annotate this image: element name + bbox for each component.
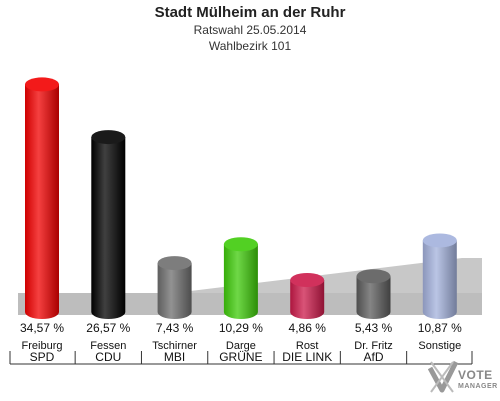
value-label: 34,57 % [20,321,64,335]
vote-manager-check-icon [427,360,459,393]
party-label: AfD [363,350,383,364]
vote-manager-logo [427,360,498,396]
bar-gr-ne [223,244,258,319]
candidate-label: Darge [226,340,256,352]
bar-sonstige [422,240,457,319]
logo-text-vote: VOTE [458,368,493,382]
party-label: MBI [164,350,185,364]
value-label: 7,43 % [156,321,194,335]
candidate-label: Rost [296,340,319,352]
chart-subtitle-district: Wahlbezirk 101 [208,39,292,53]
chart-header: Stadt Mülheim an der Ruhr Ratswahl 25.05… [0,4,500,54]
bar-mbi [157,263,192,319]
value-label: 10,87 % [418,321,462,335]
party-label: GRÜNE [219,350,262,364]
value-label: 26,57 % [86,321,130,335]
bar-top-0 [25,77,59,92]
candidate-label: Dr. Fritz [354,340,393,352]
value-label: 10,29 % [219,321,263,335]
party-label: DIE LINK [282,350,332,364]
logo-text-manager: MANAGER [458,383,498,390]
bar-afd [356,276,391,319]
value-label: 4,86 % [289,321,327,335]
candidate-label: Fessen [90,340,126,352]
candidate-label: Tschirner [152,340,197,352]
party-label: CDU [95,350,121,364]
candidate-label: Freiburg [22,340,63,352]
value-label: 5,43 % [355,321,393,335]
bar-top-6 [422,233,457,248]
chart-title: Stadt Mülheim an der Ruhr [154,4,346,21]
bar-top-5 [356,269,391,284]
bar-top-4 [290,273,325,288]
candidate-label: Sonstige [418,340,461,352]
bar-spd [25,84,59,319]
bar-top-1 [91,130,126,145]
bar-cdu [91,137,126,319]
bar-top-3 [223,237,258,252]
bar-top-2 [157,256,192,271]
chart-subtitle-election: Ratswahl 25.05.2014 [193,23,307,37]
party-label: SPD [30,350,55,364]
bar-die-linke [290,280,325,319]
